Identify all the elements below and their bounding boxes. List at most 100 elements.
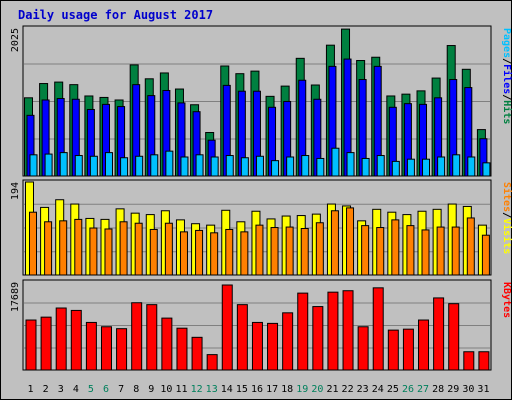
day-label-19: 19 <box>296 384 308 395</box>
sites-bar-day-9 <box>149 228 158 276</box>
legend-entry: Pages <box>501 28 512 58</box>
legend-entry: Files <box>501 64 512 94</box>
kbytes-bar-day-24 <box>372 287 384 371</box>
chart-title: Daily usage for August 2017 <box>18 8 213 22</box>
sites-bar-day-30 <box>466 217 475 276</box>
legend-entry: KBytes <box>501 282 512 318</box>
kbytes-bar-day-25 <box>387 329 399 371</box>
sites-bar-day-26 <box>406 225 415 276</box>
pages-bar-day-1 <box>29 154 38 177</box>
day-label-9: 9 <box>148 384 154 395</box>
sites-bar-day-1 <box>29 211 37 276</box>
kbytes-bar-day-15 <box>236 304 248 371</box>
kbytes-bar-day-16 <box>251 321 263 371</box>
pages-bar-day-29 <box>452 154 461 177</box>
sites-bar-day-6 <box>104 228 113 276</box>
day-label-4: 4 <box>73 384 79 395</box>
y-max-label-2: 194 <box>10 182 21 200</box>
day-label-20: 20 <box>311 384 323 395</box>
day-label-26: 26 <box>402 384 414 395</box>
day-label-13: 13 <box>206 384 218 395</box>
day-label-7: 7 <box>118 384 124 395</box>
day-label-14: 14 <box>221 384 233 395</box>
pages-bar-day-14 <box>225 155 234 177</box>
kbytes-bar-day-1 <box>25 319 37 371</box>
day-label-30: 30 <box>462 384 474 395</box>
day-label-17: 17 <box>266 384 278 395</box>
day-label-18: 18 <box>281 384 293 395</box>
kbytes-bar-day-23 <box>357 326 369 371</box>
kbytes-bar-day-17 <box>267 322 279 371</box>
kbytes-bar-day-18 <box>282 312 294 371</box>
pages-bar-day-4 <box>74 155 83 177</box>
pages-bar-day-5 <box>89 155 98 177</box>
kbytes-bar-day-14 <box>221 284 233 371</box>
pages-bar-day-26 <box>406 158 415 177</box>
pages-bar-day-10 <box>165 150 174 177</box>
y-max-label-1: 2025 <box>10 28 21 52</box>
day-label-11: 11 <box>175 384 187 395</box>
pages-bar-day-25 <box>391 160 400 177</box>
kbytes-bar-day-12 <box>191 336 203 371</box>
legend-entry: Hits <box>501 100 512 124</box>
sites-bar-day-31 <box>481 234 490 276</box>
kbytes-bar-day-29 <box>448 303 460 371</box>
sites-bar-day-22 <box>346 207 355 276</box>
pages-bar-day-9 <box>150 154 159 177</box>
day-label-16: 16 <box>251 384 263 395</box>
day-label-8: 8 <box>133 384 139 395</box>
legend-entry: / <box>501 212 512 218</box>
pages-bar-day-31 <box>482 162 491 177</box>
sites-bar-day-15 <box>240 231 249 276</box>
pages-bar-day-7 <box>120 157 129 177</box>
sites-bar-day-27 <box>421 229 430 276</box>
sites-bar-day-8 <box>134 222 143 276</box>
day-label-15: 15 <box>236 384 248 395</box>
sites-bar-day-17 <box>270 227 279 276</box>
pages-bar-day-12 <box>195 154 204 177</box>
sites-bar-day-25 <box>391 219 400 276</box>
day-label-10: 10 <box>160 384 172 395</box>
sites-bar-day-12 <box>195 229 204 276</box>
kbytes-bar-day-22 <box>342 290 354 371</box>
day-label-12: 12 <box>191 384 203 395</box>
kbytes-bar-day-28 <box>433 297 445 371</box>
sites-bar-day-4 <box>74 218 83 276</box>
sites-bar-day-14 <box>225 228 234 276</box>
kbytes-bar-day-4 <box>70 309 82 371</box>
kbytes-bar-day-13 <box>206 354 218 371</box>
day-label-31: 31 <box>477 384 489 395</box>
legend-entry: / <box>501 58 512 64</box>
sites-bar-day-18 <box>285 226 294 276</box>
day-label-24: 24 <box>372 384 384 395</box>
kbytes-bar-day-8 <box>131 302 143 371</box>
kbytes-bar-day-10 <box>161 317 173 371</box>
day-label-27: 27 <box>417 384 429 395</box>
pages-bar-day-11 <box>180 156 189 177</box>
kbytes-bar-day-31 <box>478 351 490 371</box>
pages-bar-day-8 <box>135 155 144 177</box>
kbytes-bar-day-5 <box>85 321 97 371</box>
day-label-25: 25 <box>387 384 399 395</box>
sites-bar-day-23 <box>361 225 370 276</box>
kbytes-bar-day-19 <box>297 292 309 371</box>
sites-bar-day-28 <box>436 226 445 276</box>
day-label-3: 3 <box>58 384 64 395</box>
pages-bar-day-27 <box>422 158 431 177</box>
kbytes-bar-day-6 <box>100 326 112 371</box>
pages-bar-day-16 <box>255 155 264 177</box>
sites-bar-day-11 <box>179 231 188 276</box>
sites-bar-day-19 <box>300 228 309 276</box>
kbytes-bar-day-11 <box>176 327 188 371</box>
sites-bar-day-16 <box>255 224 264 276</box>
pages-bar-day-30 <box>467 156 476 177</box>
pages-bar-day-22 <box>346 152 355 177</box>
pages-bar-day-23 <box>361 157 370 177</box>
pages-bar-day-6 <box>104 152 113 177</box>
day-label-23: 23 <box>357 384 369 395</box>
pages-bar-day-3 <box>59 152 68 177</box>
kbytes-bar-day-27 <box>418 319 430 371</box>
day-label-6: 6 <box>103 384 109 395</box>
legend-1: Pages/Files/Hits <box>501 28 512 124</box>
sites-bar-day-7 <box>119 221 128 276</box>
